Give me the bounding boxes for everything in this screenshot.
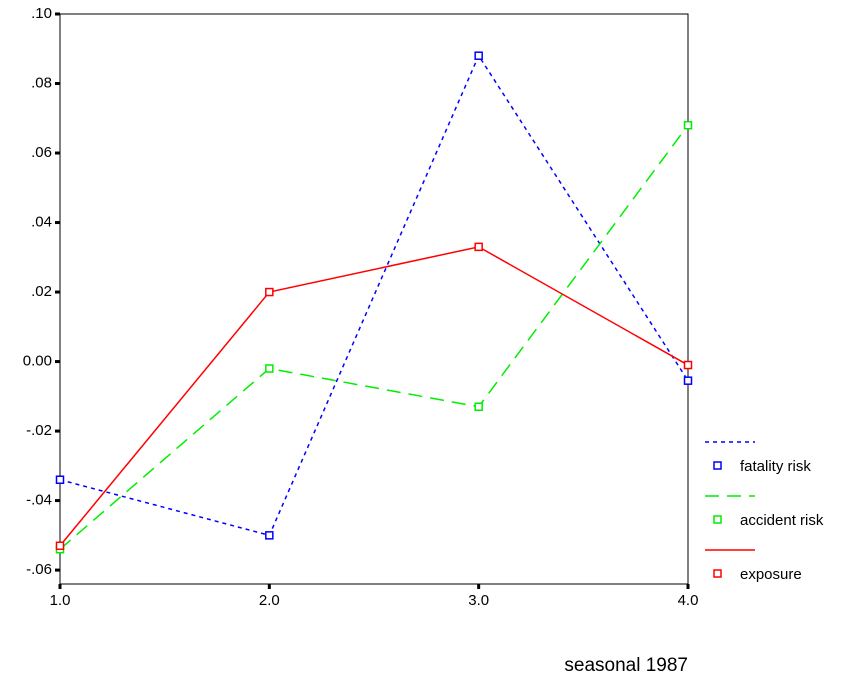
point-marker — [683, 120, 693, 130]
point-marker — [265, 364, 274, 373]
x-tick-label: 4.0 — [678, 592, 699, 609]
point-marker — [55, 541, 65, 551]
legend-marker — [713, 569, 722, 578]
legend-label: fatality risk — [740, 458, 811, 475]
y-tick-label: .02 — [31, 283, 52, 300]
y-tick-label: -.04 — [26, 492, 52, 509]
y-tick-label: .08 — [31, 74, 52, 91]
point-marker — [265, 531, 274, 540]
y-tick-label: .10 — [31, 5, 52, 22]
point-marker — [683, 376, 693, 385]
point-marker — [474, 242, 483, 252]
series-line — [59, 246, 689, 547]
x-tick-label: 2.0 — [259, 592, 280, 609]
y-tick-label: -.02 — [26, 422, 52, 439]
y-tick-label: .06 — [31, 144, 52, 161]
legend-label: exposure — [740, 566, 802, 583]
x-tick-label: 1.0 — [50, 592, 71, 609]
point-marker — [683, 360, 693, 370]
point-marker — [474, 402, 483, 411]
series-line — [59, 124, 689, 550]
x-axis-title: seasonal 1987 — [564, 655, 688, 676]
legend-marker — [713, 515, 722, 524]
plot-frame — [59, 13, 689, 585]
legend-label: accident risk — [740, 512, 824, 529]
point-marker — [474, 51, 483, 60]
y-tick-label: .04 — [31, 214, 52, 231]
series-line — [59, 54, 689, 537]
point-marker — [55, 475, 65, 484]
legend-marker — [713, 461, 722, 470]
point-marker — [265, 287, 274, 297]
y-tick-label: -.06 — [26, 561, 52, 578]
y-tick-label: 0.00 — [23, 353, 52, 370]
x-tick-label: 3.0 — [468, 592, 489, 609]
